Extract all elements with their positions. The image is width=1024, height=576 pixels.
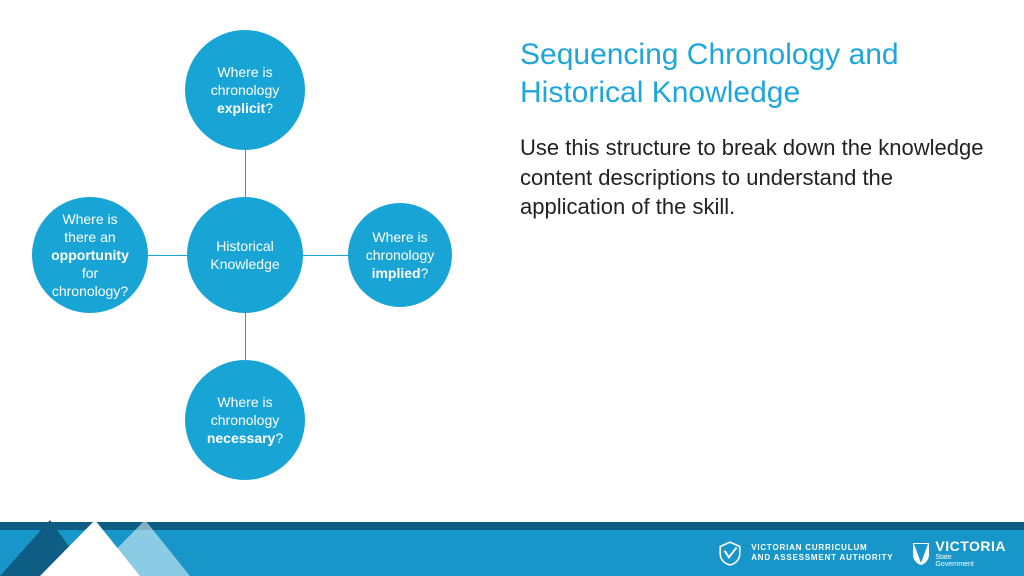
footer-triangles bbox=[0, 520, 220, 576]
vcaa-line2: AND ASSESSMENT AUTHORITY bbox=[751, 553, 893, 563]
footer-right: VICTORIAN CURRICULUM AND ASSESSMENT AUTH… bbox=[717, 538, 1006, 568]
slide: HistoricalKnowledge Where ischronologyexp… bbox=[0, 0, 1024, 576]
diagram-node-bottom: Where ischronologynecessary? bbox=[185, 360, 305, 480]
slide-title: Sequencing Chronology and Historical Kno… bbox=[520, 36, 990, 111]
shield-icon bbox=[717, 540, 743, 566]
victoria-logo: VICTORIA State Government bbox=[911, 538, 1006, 568]
victoria-sub1: State bbox=[935, 554, 1006, 561]
slide-body: Use this structure to break down the kno… bbox=[520, 133, 990, 222]
diagram-node-left: Where isthere anopportunityforchronology… bbox=[32, 197, 148, 313]
victoria-label: VICTORIA bbox=[935, 538, 1006, 554]
diagram-node-center: HistoricalKnowledge bbox=[187, 197, 303, 313]
vcaa-text: VICTORIAN CURRICULUM AND ASSESSMENT AUTH… bbox=[751, 543, 893, 562]
victoria-sub2: Government bbox=[935, 561, 1006, 568]
vcaa-logo: VICTORIAN CURRICULUM AND ASSESSMENT AUTH… bbox=[717, 540, 893, 566]
diagram-node-right: Where ischronologyimplied? bbox=[348, 203, 452, 307]
vcaa-line1: VICTORIAN CURRICULUM bbox=[751, 543, 893, 553]
diagram-node-label: Where ischronologynecessary? bbox=[207, 393, 283, 448]
diagram-node-top: Where ischronologyexplicit? bbox=[185, 30, 305, 150]
text-block: Sequencing Chronology and Historical Kno… bbox=[520, 36, 990, 222]
diagram-node-label: HistoricalKnowledge bbox=[210, 237, 279, 273]
radial-diagram: HistoricalKnowledge Where ischronologyexp… bbox=[20, 10, 470, 500]
footer: VICTORIAN CURRICULUM AND ASSESSMENT AUTH… bbox=[0, 520, 1024, 576]
victoria-text-block: VICTORIA State Government bbox=[935, 538, 1006, 568]
victoria-shield-icon bbox=[911, 541, 931, 565]
diagram-node-label: Where ischronologyimplied? bbox=[366, 228, 435, 283]
diagram-node-label: Where ischronologyexplicit? bbox=[211, 63, 280, 118]
diagram-node-label: Where isthere anopportunityforchronology… bbox=[51, 210, 129, 301]
